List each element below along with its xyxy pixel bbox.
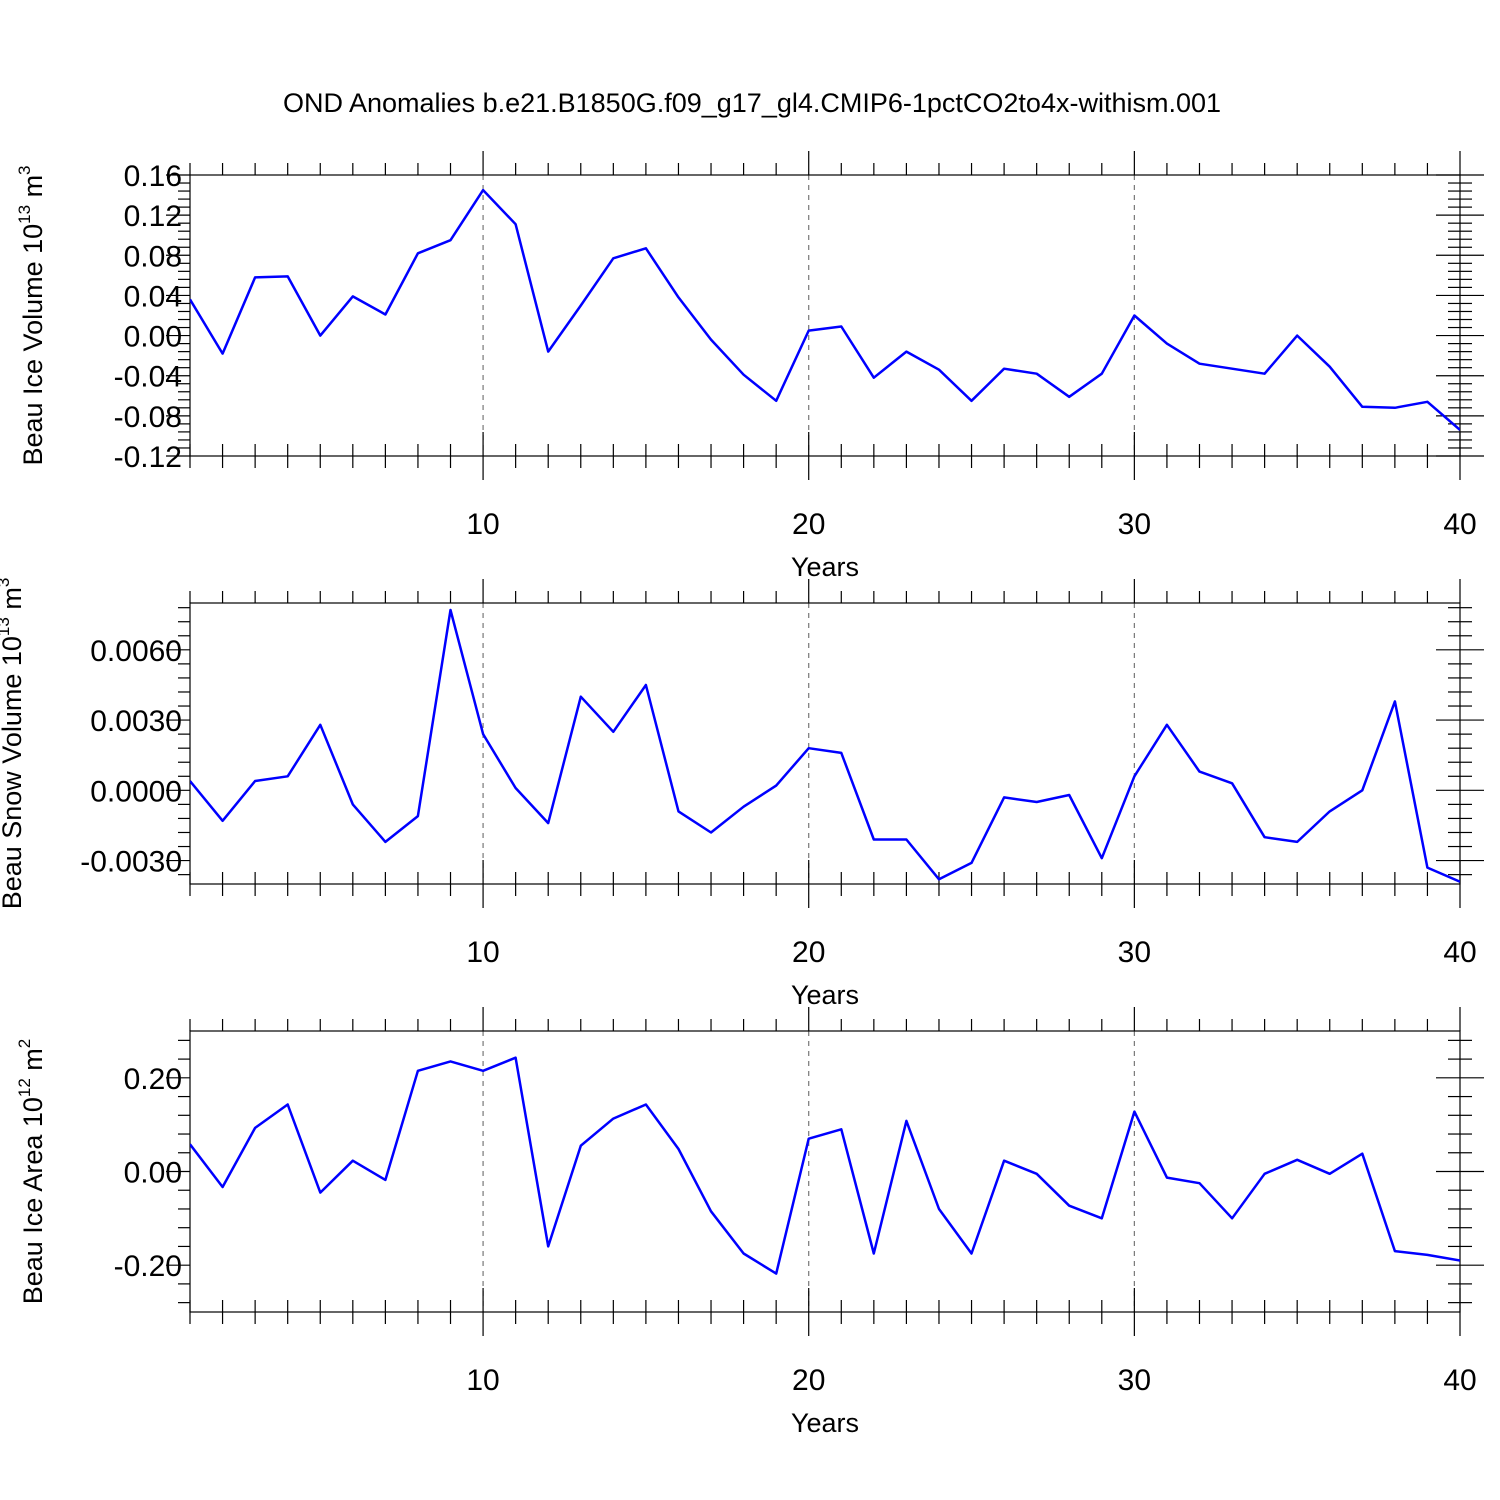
- y-tick-label: -0.0030: [80, 846, 182, 879]
- y-tick-label: 0.00: [124, 1157, 182, 1190]
- series-line: [190, 188, 1460, 431]
- panel-1: -0.12 -0.08 -0.04 0.00 0.04 0.08 0.12 0.16 10 20 3…: [15, 151, 1484, 582]
- y-tick-label: -0.08: [114, 401, 182, 434]
- x-tick-label: 30: [1118, 936, 1151, 969]
- y-axis-label: Beau Snow Volume 1013 m3: [0, 578, 27, 910]
- y-tick-label: -0.20: [114, 1250, 182, 1283]
- x-tick-label: 40: [1443, 936, 1476, 969]
- x-tick-label: 20: [792, 936, 825, 969]
- x-axis-label: Years: [791, 552, 859, 582]
- y-tick-label: 0.20: [124, 1063, 182, 1096]
- x-tick-label: 40: [1443, 508, 1476, 541]
- y-axis-label: Beau Ice Volume 1013 m3: [15, 165, 48, 465]
- x-tick-label: 10: [466, 936, 499, 969]
- series-line: [190, 1056, 1460, 1275]
- figure-title: OND Anomalies b.e21.B1850G.f09_g17_gl4.C…: [283, 88, 1221, 118]
- y-axis-label: Beau Ice Area 1012 m2: [15, 1039, 48, 1305]
- y-tick-label: 0.0030: [90, 705, 182, 738]
- y-tick-label: -0.12: [114, 441, 182, 474]
- y-tick-label: 0.12: [124, 200, 182, 233]
- series-line: [190, 608, 1460, 883]
- y-tick-label: 0.0060: [90, 635, 182, 668]
- x-tick-label: 30: [1118, 1364, 1151, 1397]
- x-tick-label: 40: [1443, 1364, 1476, 1397]
- plot-frame: [189, 602, 1461, 885]
- x-tick-label: 10: [466, 508, 499, 541]
- y-tick-label: 0.0000: [90, 775, 182, 808]
- y-tick-label: 0.04: [124, 280, 182, 313]
- y-tick-label: -0.04: [114, 361, 182, 394]
- x-axis-label: Years: [791, 1408, 859, 1438]
- plot-frame: [189, 174, 1461, 457]
- x-axis-label: Years: [791, 980, 859, 1010]
- x-tick-label: 10: [466, 1364, 499, 1397]
- y-tick-label: 0.16: [124, 160, 182, 193]
- y-tick-label: 0.00: [124, 321, 182, 354]
- y-tick-label: 0.08: [124, 240, 182, 273]
- plot-frame: [189, 1030, 1461, 1313]
- x-tick-label: 30: [1118, 508, 1151, 541]
- x-tick-label: 20: [792, 508, 825, 541]
- panel-3: -0.20 0.00 0.20 10 20 30 40 Years Beau Ice Area …: [15, 1007, 1484, 1438]
- panel-2: -0.0030 0.0000 0.0030 0.0060 10 20 30 40 Years Be…: [0, 578, 1484, 1010]
- x-tick-label: 20: [792, 1364, 825, 1397]
